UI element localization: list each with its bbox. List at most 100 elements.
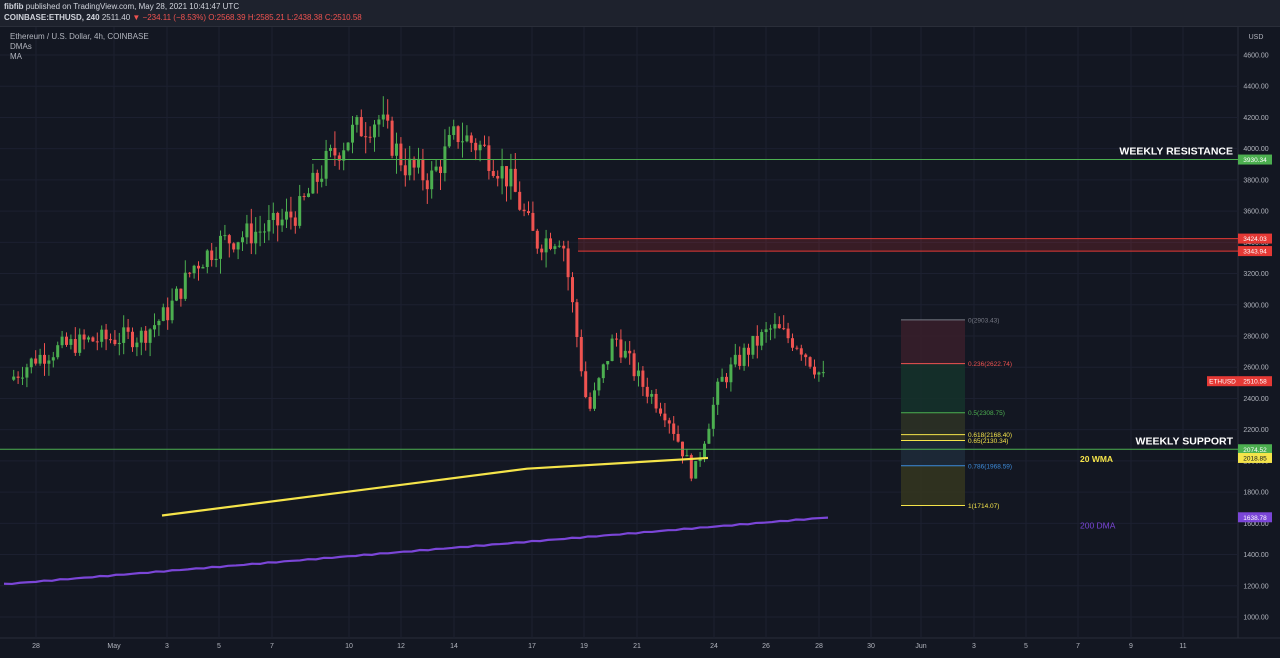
candle-body [637, 370, 640, 377]
symbol-line: COINBASE:ETHUSD, 240 2511.40 ▼ −234.11 (… [4, 13, 362, 22]
time-tick-label: 7 [270, 643, 274, 650]
tag-zone-bottom-text: 3343.94 [1243, 249, 1267, 256]
price-tick-label: 1600.00 [1243, 521, 1268, 528]
fibonacci-retracement[interactable]: 0(2903.43) 0.236(2622.74) 0.5(2308.75) 0.61… [901, 317, 1012, 510]
candle-body [685, 455, 689, 457]
candle-body [82, 334, 86, 340]
candle-body [289, 211, 293, 218]
fib-band [901, 319, 965, 364]
candle-body [469, 135, 473, 143]
candle-body [588, 397, 592, 409]
candle-body [725, 376, 728, 383]
candle-body [131, 331, 134, 348]
currency-label: USD [1249, 34, 1264, 41]
candle-body [395, 143, 398, 156]
candle-body [808, 357, 812, 367]
candle-body [764, 329, 768, 333]
time-tick-label: May [107, 643, 121, 650]
candlestick-series [12, 96, 825, 482]
candle-body [144, 330, 148, 343]
candle-body [329, 147, 332, 151]
candle-body [276, 212, 280, 226]
candle-body [795, 347, 799, 349]
price-chart[interactable]: USD 4600.004400.004200.004000.003800.003… [0, 27, 1280, 658]
candle-body [373, 124, 376, 138]
candle-body [513, 168, 517, 192]
legend-title: Ethereum / U.S. Dollar, 4h, COINBASE [10, 32, 149, 41]
candle-body [285, 211, 288, 220]
candle-body [408, 158, 412, 176]
price-tick-label: 4600.00 [1243, 53, 1268, 60]
candle-body [791, 338, 794, 348]
author-name[interactable]: fibfib [4, 2, 24, 11]
candle-body [324, 150, 328, 179]
candle-body [623, 350, 627, 358]
candle-body [179, 288, 183, 299]
candle-body [703, 443, 706, 458]
candle-body [412, 158, 416, 168]
candle-body [619, 339, 623, 358]
legend-indicator-ma[interactable]: MA [10, 52, 22, 61]
fib-level-label: 1(1714.07) [968, 503, 999, 510]
fib-level-label: 0.618(2168.40) [968, 432, 1012, 439]
candle-body [368, 136, 372, 138]
tag-weekly-resistance-bg [1238, 154, 1272, 165]
candle-body [606, 360, 610, 365]
candle-body [461, 141, 464, 143]
candle-body [425, 180, 429, 190]
candle-body [689, 455, 693, 479]
candle-body [557, 245, 561, 247]
candle-body [483, 144, 486, 146]
candle-body [694, 461, 698, 479]
candle-body [782, 328, 786, 330]
candle-body [601, 364, 605, 379]
candle-body [73, 339, 77, 353]
candle-body [56, 345, 60, 358]
candle-body [166, 307, 170, 321]
candle-body [399, 143, 403, 166]
tag-zone-bottom-bg [1238, 246, 1272, 257]
candle-body [65, 336, 68, 345]
price-tick-label: 2600.00 [1243, 365, 1268, 372]
horizontal-levels[interactable]: WEEKLY RESISTANCE WEEKLY SUPPORT [0, 146, 1238, 450]
candle-body [263, 231, 266, 233]
candle-body [491, 170, 495, 176]
candle-body [236, 242, 240, 250]
candle-body [16, 376, 20, 378]
candle-body [315, 172, 319, 182]
time-axis[interactable]: 28 May 3 5 7 10 12 14 17 19 21 24 26 28 30 Jun 3 5 7 9 11 [32, 27, 1187, 650]
candle-body [214, 258, 218, 261]
candle-body [439, 166, 442, 174]
legend-indicator-dmas[interactable]: DMAs [10, 42, 32, 51]
candle-body [153, 325, 156, 330]
candle-body [346, 142, 350, 151]
fib-level-label: 0.65(2130.34) [968, 438, 1008, 445]
candle-body [610, 338, 614, 361]
weekly-support-label: WEEKLY SUPPORT [1136, 435, 1234, 447]
candle-body [403, 165, 407, 176]
candle-body [51, 357, 55, 361]
candle-body [390, 120, 394, 156]
time-tick-label: 3 [972, 643, 976, 650]
chart-legend[interactable]: Ethereum / U.S. Dollar, 4h, COINBASE DMA… [10, 32, 149, 62]
ohlc-close: C:2510.58 [324, 13, 362, 22]
candle-body [434, 166, 438, 171]
candle-body [667, 420, 671, 424]
ohlc-high: H:2585.21 [247, 13, 285, 22]
candle-body [760, 332, 764, 346]
time-tick-label: 28 [32, 643, 40, 650]
candle-body [575, 302, 579, 338]
candle-body [210, 250, 214, 261]
candle-body [755, 335, 759, 346]
candle-body [170, 300, 174, 321]
ma-20wma-label: 20 WMA [1080, 454, 1113, 464]
ohlc-low: L:2438.38 [286, 13, 323, 22]
time-tick-label: 26 [762, 643, 770, 650]
tag-weekly-resistance-text: 3930.34 [1243, 157, 1267, 164]
fib-band [901, 434, 965, 441]
candle-body [302, 196, 306, 198]
price-tick-label: 1200.00 [1243, 583, 1268, 590]
tag-symbol-bg [1207, 376, 1238, 387]
candle-body [540, 248, 544, 253]
